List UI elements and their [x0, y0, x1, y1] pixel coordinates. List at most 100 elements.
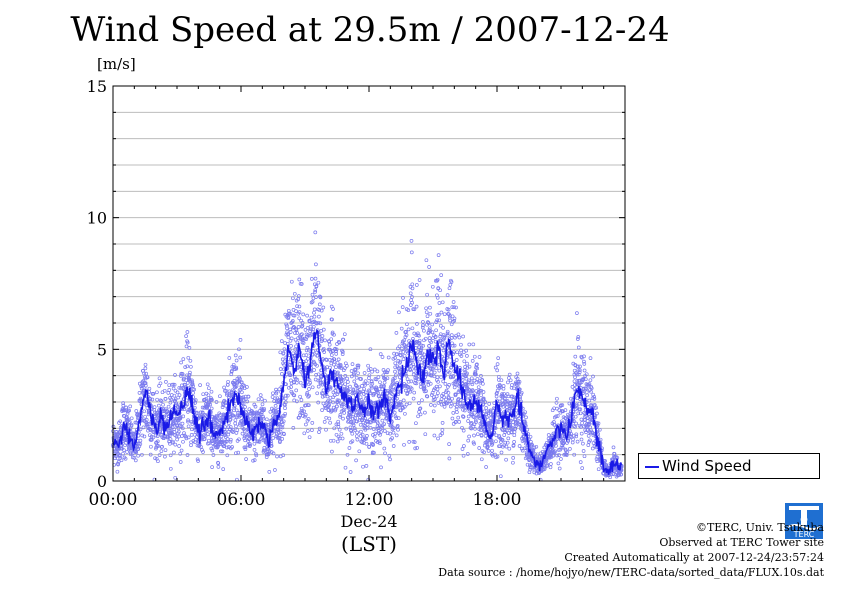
scatter-point — [191, 384, 195, 388]
scatter-point — [297, 304, 302, 309]
scatter-point — [379, 430, 383, 434]
scatter-point — [506, 431, 511, 435]
scatter-point — [365, 434, 369, 438]
scatter-point — [209, 446, 214, 451]
scatter-point — [524, 415, 528, 420]
scatter-point — [555, 396, 559, 401]
scatter-point — [523, 446, 527, 451]
scatter-point — [503, 425, 508, 429]
scatter-point — [450, 314, 455, 319]
scatter-point — [262, 406, 266, 411]
scatter-point — [145, 421, 150, 426]
scatter-point — [240, 431, 245, 436]
scatter-point — [353, 383, 358, 387]
scatter-point — [324, 415, 329, 420]
scatter-point — [204, 396, 209, 401]
scatter-point — [263, 398, 267, 403]
scatter-point — [573, 354, 578, 359]
scatter-point — [223, 439, 228, 444]
scatter-point — [159, 449, 164, 453]
scatter-point — [528, 467, 532, 472]
scatter-point — [456, 397, 461, 401]
scatter-point — [329, 337, 334, 342]
scatter-point — [385, 370, 390, 375]
scatter-point — [148, 427, 153, 432]
scatter-point — [486, 444, 490, 449]
scatter-point — [166, 404, 171, 409]
scatter-point — [143, 414, 147, 419]
scatter-point — [574, 421, 578, 426]
scatter-point — [484, 465, 488, 469]
scatter-point — [300, 321, 305, 325]
scatter-point — [395, 424, 400, 428]
scatter-point — [327, 403, 331, 407]
scatter-point — [315, 363, 319, 368]
scatter-point — [130, 451, 135, 456]
scatter-point — [385, 391, 390, 396]
scatter-point — [354, 458, 358, 463]
scatter-point — [472, 441, 476, 446]
scatter-point — [374, 377, 379, 382]
scatter-point — [322, 420, 327, 424]
scatter-point — [402, 442, 406, 447]
scatter-point — [440, 421, 445, 425]
scatter-point — [396, 366, 401, 371]
scatter-point — [313, 230, 318, 235]
scatter-point — [291, 296, 295, 301]
scatter-point — [393, 365, 398, 370]
scatter-point — [423, 336, 428, 341]
scatter-point — [318, 378, 323, 383]
scatter-point — [591, 374, 595, 379]
scatter-point — [416, 414, 420, 419]
y-tick-label: 0 — [97, 472, 107, 491]
scatter-point — [344, 426, 349, 431]
scatter-point — [339, 431, 344, 436]
scatter-point — [357, 385, 361, 390]
scatter-point — [328, 365, 332, 370]
scatter-point — [188, 370, 192, 375]
scatter-point — [342, 411, 347, 415]
scatter-point — [455, 410, 459, 415]
scatter-point — [477, 416, 482, 420]
scatter-point — [297, 415, 301, 420]
scatter-point — [454, 305, 458, 310]
scatter-point — [295, 377, 300, 382]
scatter-point — [505, 392, 510, 396]
scatter-point — [399, 353, 403, 358]
scatter-point — [299, 398, 304, 402]
scatter-point — [435, 295, 440, 300]
scatter-point — [167, 388, 172, 392]
scatter-point — [411, 369, 416, 373]
scatter-point — [398, 399, 403, 404]
scatter-point — [449, 333, 454, 337]
scatter-point — [555, 453, 559, 458]
scatter-point — [546, 433, 551, 437]
scatter-point — [334, 347, 339, 352]
scatter-point — [510, 406, 515, 411]
scatter-point — [586, 443, 591, 447]
scatter-point — [308, 381, 313, 385]
scatter-point — [156, 459, 160, 464]
scatter-point — [434, 394, 439, 399]
scatter-point — [388, 431, 392, 436]
scatter-point — [505, 440, 510, 445]
scatter-point — [385, 376, 390, 381]
scatter-point — [138, 442, 143, 446]
scatter-point — [257, 440, 262, 444]
scatter-point — [411, 396, 416, 401]
scatter-point — [445, 331, 450, 336]
scatter-point — [173, 373, 177, 377]
scatter-point — [234, 366, 239, 371]
scatter-point — [418, 385, 423, 389]
scatter-point — [501, 384, 506, 388]
scatter-point — [488, 408, 493, 413]
scatter-point — [190, 378, 194, 383]
scatter-point — [358, 422, 363, 427]
scatter-point — [581, 377, 586, 381]
scatter-point — [245, 399, 250, 404]
scatter-point — [406, 379, 411, 384]
scatter-point — [186, 435, 191, 440]
scatter-point — [345, 376, 349, 381]
scatter-point — [461, 414, 465, 419]
scatter-point — [404, 329, 408, 334]
